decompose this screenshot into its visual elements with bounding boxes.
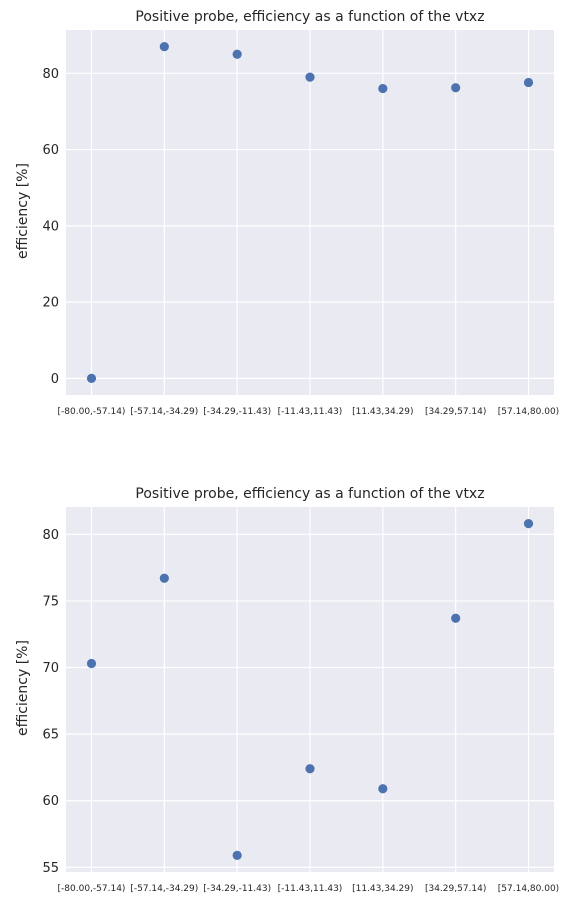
y-tick-label: 75 [42, 594, 59, 609]
x-tick-label: [-80.00,-57.14) [58, 407, 126, 417]
data-point [86, 658, 97, 669]
y-axis-label: efficiency [%] [15, 163, 31, 259]
chart-title: Positive probe, efficiency as a function… [135, 486, 484, 502]
data-point [232, 850, 242, 860]
x-tick-label: [-11.43,11.43) [278, 407, 343, 417]
chart-top-svg: Positive probe, efficiency as a function… [15, 9, 559, 417]
data-point [451, 83, 461, 93]
data-point [451, 613, 461, 623]
data-point [159, 41, 169, 52]
data-point [159, 573, 169, 583]
x-tick-label: [-57.14,-34.29) [130, 884, 198, 894]
data-point [305, 72, 315, 82]
data-point [232, 49, 242, 59]
x-tick-label: [34.29,57.14) [425, 407, 486, 417]
chart-bottom-svg: Positive probe, efficiency as a function… [15, 486, 559, 894]
x-tick-label: [-57.14,-34.29) [130, 407, 198, 417]
chart-top: Positive probe, efficiency as a function… [15, 9, 559, 417]
y-tick-label: 55 [42, 861, 59, 876]
y-tick-label: 40 [42, 219, 59, 234]
y-tick-label: 20 [42, 296, 59, 311]
x-tick-label: [11.43,34.29) [352, 407, 413, 417]
y-tick-label: 80 [42, 528, 59, 543]
data-point [523, 519, 534, 529]
x-tick-label: [34.29,57.14) [425, 884, 486, 894]
data-point [86, 373, 97, 384]
data-point [305, 764, 315, 774]
y-tick-label: 65 [42, 728, 59, 743]
x-tick-label: [57.14,80.00) [498, 407, 559, 417]
y-tick-label: 60 [42, 794, 59, 809]
x-tick-label: [-80.00,-57.14) [58, 884, 126, 894]
data-point [523, 77, 534, 88]
x-tick-label: [57.14,80.00) [498, 884, 559, 894]
gridlines [66, 507, 554, 872]
x-tick-label: [-34.29,-11.43) [203, 407, 271, 417]
y-axis-label: efficiency [%] [15, 640, 31, 736]
x-tick-label: [-34.29,-11.43) [203, 884, 271, 894]
x-tick-label: [11.43,34.29) [352, 884, 413, 894]
y-tick-label: 60 [42, 143, 59, 158]
y-tick-label: 0 [51, 372, 59, 387]
chart-title: Positive probe, efficiency as a function… [135, 9, 484, 25]
data-point [378, 83, 388, 94]
y-tick-label: 80 [42, 67, 59, 82]
gridlines [66, 30, 554, 395]
data-point [378, 784, 388, 794]
chart-bottom: Positive probe, efficiency as a function… [0, 450, 566, 899]
y-tick-label: 70 [42, 661, 59, 676]
x-tick-label: [-11.43,11.43) [278, 884, 343, 894]
